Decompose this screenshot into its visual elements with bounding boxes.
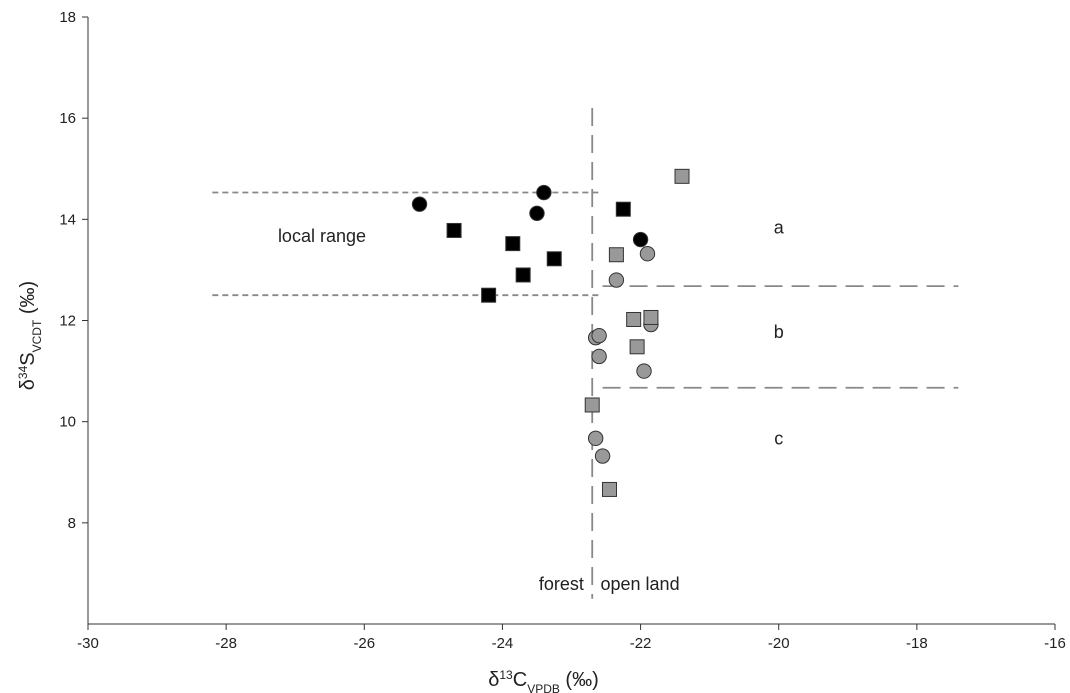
black-square-point: [505, 236, 521, 252]
black-square-point: [446, 222, 462, 238]
black-square-point: [481, 287, 497, 303]
y-tick-label: 8: [68, 515, 76, 532]
gray-circle-point: [587, 430, 604, 447]
reference-lines: [212, 108, 959, 599]
data-points: [411, 168, 690, 497]
x-tick-label: -16: [1044, 635, 1066, 652]
x-axis-title: δ13CVPDB (‰): [488, 668, 599, 693]
gray-circle-point: [591, 348, 607, 365]
gray-square-point: [626, 311, 642, 327]
y-tick-label: 14: [59, 211, 76, 228]
gray-square-point: [629, 339, 645, 355]
annotation-forest: forest: [539, 574, 584, 594]
y-tick-label: 12: [59, 313, 76, 330]
y-tick-label: 16: [59, 110, 76, 127]
x-tick-label: -18: [906, 635, 928, 652]
gray-circle-point: [594, 448, 611, 464]
annotation-open-land: open land: [601, 574, 680, 594]
ticks: -30 -28 -26 -24 -22 -20 -18 -16 8 10 12 14 16 18: [59, 9, 1066, 652]
annotation-b: b: [774, 322, 784, 342]
annotations: local range a b c forest open land: [278, 217, 785, 594]
x-tick-label: -22: [630, 635, 652, 652]
annotation-local-range: local range: [278, 226, 366, 246]
x-tick-label: -30: [77, 635, 99, 652]
x-tick-label: -24: [492, 635, 514, 652]
annotation-c: c: [774, 428, 783, 448]
black-circle-point: [529, 205, 545, 221]
gray-circle-point: [608, 272, 625, 288]
y-axis-title: δ34SVCDT (‰): [16, 281, 44, 390]
black-square-point: [515, 267, 531, 283]
black-square-point: [546, 251, 562, 267]
x-tick-label: -20: [768, 635, 790, 652]
gray-square-point: [584, 397, 600, 413]
y-tick-label: 18: [59, 9, 76, 26]
axes: [87, 17, 1055, 625]
gray-square-point: [601, 481, 617, 497]
black-square-point: [615, 201, 631, 217]
black-circle-point: [632, 231, 649, 248]
gray-square-point: [643, 309, 659, 325]
black-circle-point: [411, 196, 428, 212]
black-circle-point: [536, 184, 552, 201]
gray-circle-point: [636, 363, 652, 379]
gray-circle-point: [591, 327, 607, 344]
gray-square-point: [674, 168, 690, 184]
x-tick-label: -28: [215, 635, 237, 652]
gray-square-point: [608, 247, 624, 263]
gray-circle-point: [639, 246, 656, 262]
x-tick-label: -26: [353, 635, 375, 652]
y-tick-label: 10: [59, 414, 76, 431]
annotation-a: a: [774, 217, 785, 237]
